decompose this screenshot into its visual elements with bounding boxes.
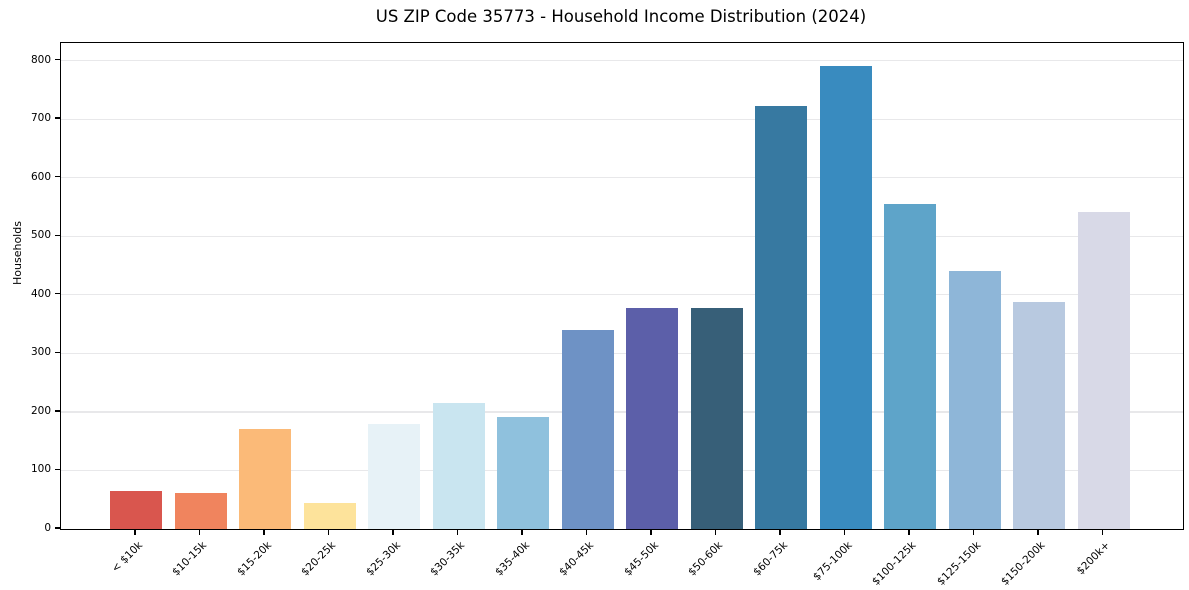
ytick-mark-400: [55, 293, 60, 295]
gridline-y-500: [61, 235, 1183, 237]
xtick-mark-8: [650, 529, 652, 535]
bar-25-30k: [368, 423, 420, 529]
xtick-mark-15: [1101, 529, 1104, 535]
bar-50-60k: [690, 307, 743, 529]
bar-100-125k: [884, 204, 936, 529]
ytick-label-300: 300: [30, 346, 51, 359]
gridline-y-200: [61, 411, 1183, 413]
xtick-mark-6: [521, 529, 523, 535]
gridline-y-600: [61, 177, 1183, 179]
ytick-mark-700: [55, 117, 60, 119]
xtick-mark-5: [456, 529, 459, 535]
ytick-label-0: 0: [44, 522, 51, 534]
ytick-label-600: 600: [30, 170, 51, 183]
gridline-y-700: [61, 118, 1183, 120]
bar-10-15k: [174, 492, 227, 529]
xtick-label-15: $200k+: [1074, 539, 1113, 578]
xtick-mark-12: [908, 529, 910, 535]
xtick-mark-4: [392, 529, 394, 535]
ytick-label-100: 100: [30, 463, 51, 476]
gridline-y-800: [61, 59, 1183, 62]
ytick-label-400: 400: [30, 287, 51, 300]
gridline-y-400: [61, 294, 1183, 296]
bar-150-200k: [1013, 301, 1065, 529]
ytick-mark-200: [55, 410, 60, 412]
xtick-mark-3: [327, 529, 330, 535]
xtick-label-4: $25-30k: [363, 539, 403, 579]
ytick-mark-800: [55, 58, 60, 61]
xtick-label-11: $75-100k: [810, 539, 855, 584]
xtick-label-0: < $10k: [109, 539, 145, 575]
ytick-mark-300: [55, 351, 60, 354]
bar-75-100k: [819, 66, 872, 529]
xtick-mark-14: [1037, 529, 1039, 535]
ytick-label-200: 200: [30, 404, 51, 417]
ytick-mark-0: [55, 527, 60, 529]
bar-60-75k: [755, 106, 807, 529]
bar-40-45k: [561, 329, 614, 529]
xtick-label-14: $150-200k: [999, 539, 1048, 588]
ytick-mark-100: [55, 468, 60, 471]
xtick-mark-10: [779, 529, 781, 535]
plot-area: [60, 42, 1184, 530]
gridline-y-300: [61, 352, 1183, 354]
bar-125-150k: [948, 271, 1001, 529]
xtick-mark-0: [134, 529, 136, 535]
ytick-label-700: 700: [30, 112, 51, 125]
xtick-label-5: $30-35k: [428, 539, 468, 579]
ytick-label-500: 500: [30, 229, 51, 242]
gridline-y-100: [61, 469, 1183, 472]
bar-10k: [110, 490, 162, 529]
bar-45-50k: [626, 307, 678, 529]
xtick-mark-1: [198, 529, 201, 535]
xtick-label-13: $125-150k: [934, 539, 984, 588]
xtick-label-3: $20-25k: [299, 539, 339, 579]
xtick-label-2: $15-20k: [234, 539, 274, 579]
xtick-label-12: $100-125k: [870, 539, 919, 588]
xtick-label-9: $50-60k: [686, 539, 726, 579]
chart-title: US ZIP Code 35773 - Household Income Dis…: [375, 7, 867, 26]
ytick-label-800: 800: [30, 53, 51, 66]
xtick-mark-2: [263, 529, 265, 535]
xtick-label-7: $40-45k: [557, 539, 597, 579]
xtick-label-8: $45-50k: [621, 539, 661, 579]
ytick-mark-500: [55, 234, 60, 236]
bar-35-40k: [497, 416, 549, 529]
xtick-label-6: $35-40k: [492, 539, 532, 579]
bar-30-35k: [432, 402, 485, 529]
ytick-mark-600: [55, 175, 60, 178]
xtick-mark-7: [585, 529, 588, 535]
xtick-label-10: $60-75k: [750, 539, 790, 579]
xtick-mark-9: [714, 529, 717, 535]
bar-200k: [1077, 211, 1130, 529]
xtick-label-1: $10-15k: [170, 539, 210, 579]
bar-15-20k: [239, 428, 291, 529]
bar-20-25k: [303, 502, 356, 529]
xtick-mark-13: [972, 529, 975, 535]
xtick-mark-11: [843, 529, 846, 535]
